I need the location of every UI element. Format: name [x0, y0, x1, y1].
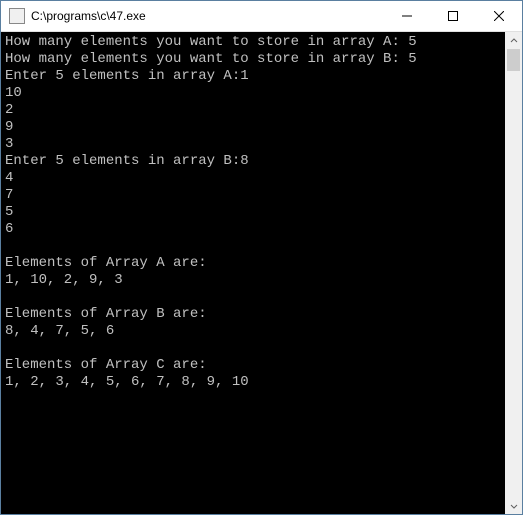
minimize-icon — [402, 11, 412, 21]
window-title: C:\programs\c\47.exe — [31, 9, 384, 23]
console-output[interactable]: How many elements you want to store in a… — [1, 32, 505, 514]
titlebar[interactable]: C:\programs\c\47.exe — [1, 1, 522, 32]
close-icon — [494, 11, 504, 21]
scrollbar-thumb[interactable] — [507, 49, 520, 71]
vertical-scrollbar[interactable] — [505, 32, 522, 514]
close-button[interactable] — [476, 1, 522, 31]
chevron-down-icon — [510, 502, 518, 510]
console-window: C:\programs\c\47.exe How many elements y… — [0, 0, 523, 515]
maximize-icon — [448, 11, 458, 21]
scroll-up-button[interactable] — [505, 32, 522, 49]
app-icon — [9, 8, 25, 24]
scrollbar-track[interactable] — [505, 49, 522, 497]
scroll-down-button[interactable] — [505, 497, 522, 514]
maximize-button[interactable] — [430, 1, 476, 31]
minimize-button[interactable] — [384, 1, 430, 31]
window-controls — [384, 1, 522, 31]
console-area: How many elements you want to store in a… — [1, 32, 522, 514]
chevron-up-icon — [510, 37, 518, 45]
